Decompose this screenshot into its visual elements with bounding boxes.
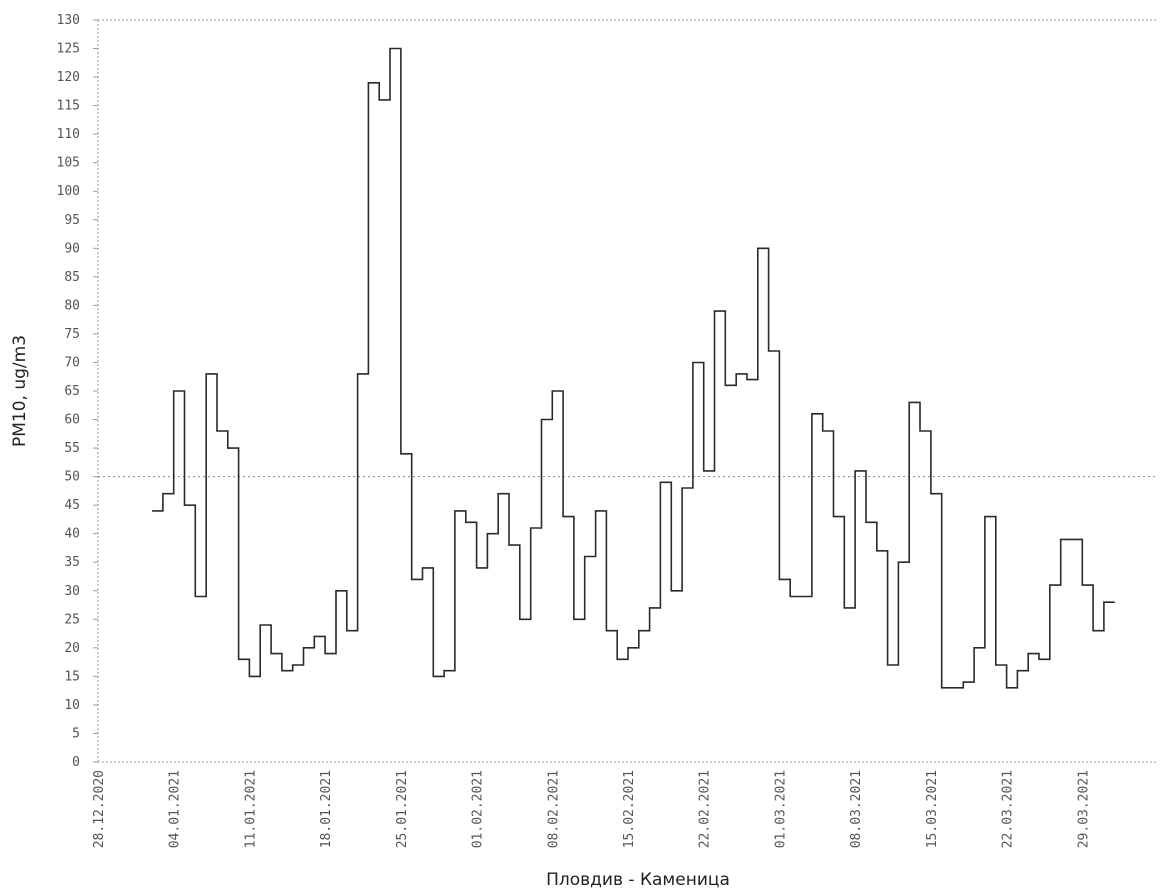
y-tick-label: 80 <box>64 298 80 313</box>
x-axis-title: Пловдив - Каменица <box>546 870 730 890</box>
x-tick-label: 22.03.2021 <box>1001 770 1016 848</box>
y-tick-label: 95 <box>64 213 80 228</box>
x-tick-label: 01.03.2021 <box>773 770 788 848</box>
x-tick-label: 15.02.2021 <box>622 770 637 848</box>
x-tick-label: 04.01.2021 <box>168 770 183 848</box>
x-tick-label: 11.01.2021 <box>243 770 258 848</box>
y-tick-label: 75 <box>64 327 80 342</box>
x-tick-label: 01.02.2021 <box>471 770 486 848</box>
y-tick-label: 0 <box>72 755 80 770</box>
x-tick-label: 25.01.2021 <box>395 770 410 848</box>
y-tick-label: 85 <box>64 270 80 285</box>
y-axis-title: PM10, ug/m3 <box>10 335 30 447</box>
x-axis-ticks: 28.12.2020 04.01.2021 11.01.2021 18.01.2021… <box>92 770 1091 848</box>
x-tick-label: 22.02.2021 <box>698 770 713 848</box>
y-tick-label: 55 <box>64 441 80 456</box>
y-tick-label: 100 <box>57 184 80 199</box>
y-tick-label: 125 <box>57 42 80 57</box>
pm10-series-line <box>152 47 1115 689</box>
y-tick-label: 115 <box>57 99 80 114</box>
y-tick-label: 40 <box>64 527 80 542</box>
y-tick-label: 120 <box>57 70 80 85</box>
x-tick-label: 28.12.2020 <box>92 770 107 848</box>
y-tick-label: 110 <box>57 127 80 142</box>
y-tick-label: 90 <box>64 241 80 256</box>
y-tick-label: 30 <box>64 584 80 599</box>
plot-frame <box>97 19 1158 763</box>
y-tick-label: 50 <box>64 470 80 485</box>
x-tick-label: 29.03.2021 <box>1076 770 1091 848</box>
x-tick-label: 08.02.2021 <box>546 770 561 848</box>
y-tick-label: 15 <box>64 669 80 684</box>
y-tick-label: 65 <box>64 384 80 399</box>
y-axis-ticks: 0 5 10 15 20 25 30 35 40 45 50 55 60 65 70 75 80 85 90 95 10… <box>57 13 98 770</box>
y-tick-label: 20 <box>64 641 80 656</box>
y-tick-label: 60 <box>64 413 80 428</box>
y-tick-label: 45 <box>64 498 80 513</box>
x-tick-label: 08.03.2021 <box>849 770 864 848</box>
y-tick-label: 25 <box>64 612 80 627</box>
y-tick-label: 35 <box>64 555 80 570</box>
x-tick-label: 18.01.2021 <box>319 770 334 848</box>
y-tick-label: 70 <box>64 355 80 370</box>
y-tick-label: 10 <box>64 698 80 713</box>
y-tick-label: 5 <box>72 726 80 741</box>
y-tick-label: 130 <box>57 13 80 28</box>
x-tick-label: 15.03.2021 <box>925 770 940 848</box>
y-tick-label: 105 <box>57 156 80 171</box>
